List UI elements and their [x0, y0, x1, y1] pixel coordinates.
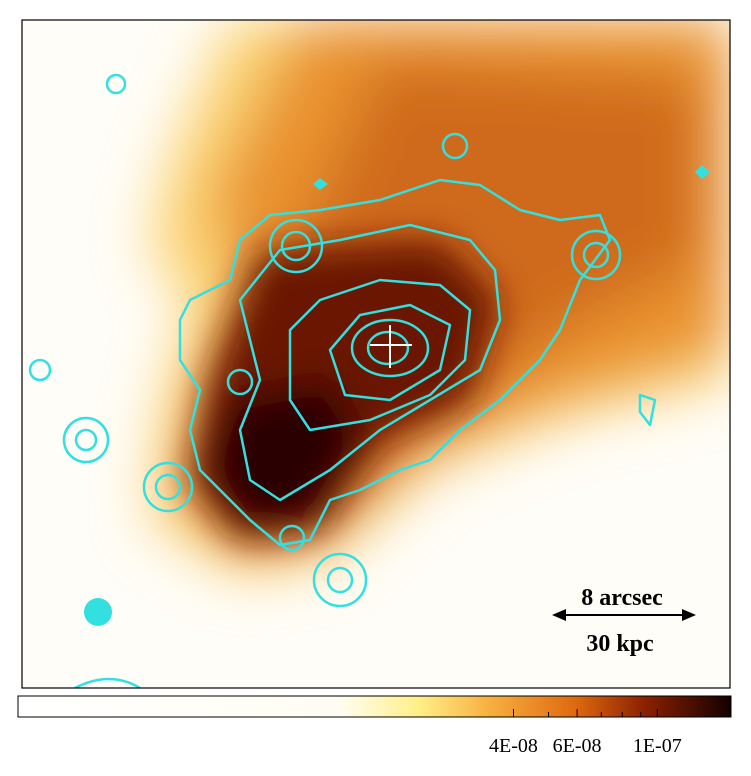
colorbar-tick-label: 1E-07 [633, 735, 682, 757]
crosshair [370, 325, 412, 368]
image: 8 arcsec 30 kpc [22, 20, 730, 688]
scale-bar [552, 609, 696, 621]
colorbar-tick-label: 4E-08 [489, 735, 538, 757]
colorbar-tick-label: 6E-08 [553, 735, 602, 757]
scale-angular: 8 arcsec [581, 585, 663, 611]
colorbar [17, 695, 732, 718]
scale-physical: 30 kpc [586, 631, 654, 657]
image-frame [21, 19, 731, 689]
contours [28, 73, 710, 688]
